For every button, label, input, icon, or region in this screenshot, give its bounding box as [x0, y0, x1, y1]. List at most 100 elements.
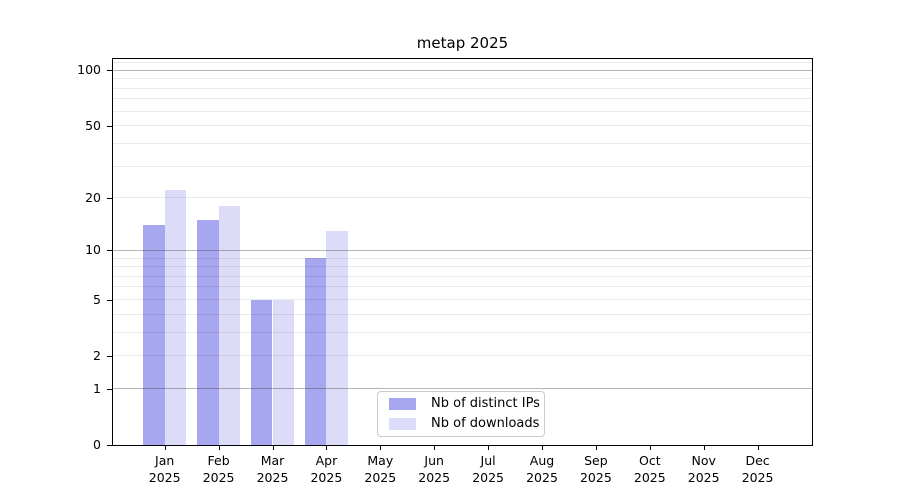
- x-axis-tick-mark: [649, 446, 651, 450]
- y-axis-tick-mark: [107, 197, 113, 199]
- x-axis-tick-mark: [434, 446, 436, 450]
- x-axis-month-label: Apr 2025: [294, 453, 358, 486]
- month-year: 2025: [364, 469, 397, 485]
- x-axis-month-label: Nov 2025: [672, 453, 736, 486]
- x-axis-month-label: Sep 2025: [564, 453, 628, 486]
- x-axis-tick-mark: [326, 446, 328, 450]
- month-name: Mar: [260, 453, 285, 468]
- y-axis-tick-label: 50: [85, 117, 101, 133]
- legend-label-downloads: Nb of downloads: [431, 416, 540, 431]
- bar-distinct-ips-mar: [250, 299, 273, 445]
- gridline-major: [113, 69, 812, 71]
- x-axis-tick-mark: [272, 446, 274, 450]
- legend: Nb of distinct IPs Nb of downloads: [377, 391, 545, 437]
- x-axis-tick-mark: [542, 446, 543, 450]
- x-axis-month-label: Aug 2025: [510, 453, 574, 486]
- gridline-minor: [113, 197, 812, 199]
- month-name: May: [367, 453, 394, 468]
- gridline-minor: [113, 125, 812, 127]
- x-axis-tick-mark: [703, 446, 705, 450]
- month-year: 2025: [472, 469, 504, 485]
- month-year: 2025: [418, 469, 451, 485]
- gridline-minor: [113, 98, 812, 100]
- month-name: Apr: [315, 453, 338, 468]
- gridline-major: [113, 249, 812, 251]
- gridline-minor: [113, 110, 812, 112]
- chart-title: metap 2025: [416, 34, 509, 52]
- x-axis-tick-mark: [757, 446, 759, 450]
- y-axis-tick-label: 5: [93, 291, 101, 307]
- month-year: 2025: [310, 469, 343, 485]
- gridline-major: [113, 388, 812, 390]
- x-axis-tick-mark: [380, 446, 382, 450]
- month-name: Oct: [638, 453, 661, 468]
- bar-distinct-ips-jan: [143, 225, 165, 445]
- y-axis-tick-label: 10: [85, 242, 101, 258]
- legend-swatch-distinct-ips: [389, 398, 416, 410]
- month-year: 2025: [687, 469, 720, 485]
- month-name: Feb: [207, 453, 230, 468]
- y-axis-tick-mark: [107, 125, 113, 127]
- gridline-minor: [113, 78, 812, 80]
- month-year: 2025: [741, 469, 774, 485]
- gridline-minor: [113, 87, 812, 89]
- bar-downloads-mar: [272, 299, 295, 445]
- y-axis-tick-mark: [107, 355, 113, 357]
- y-axis-tick-label: 100: [77, 62, 101, 78]
- month-name: Jun: [424, 453, 444, 468]
- legend-swatch-downloads: [389, 418, 416, 430]
- month-year: 2025: [633, 469, 666, 485]
- month-name: Nov: [691, 453, 716, 468]
- gridline-minor: [113, 299, 812, 300]
- gridline-minor: [113, 62, 812, 64]
- x-axis-month-label: Jun 2025: [402, 453, 466, 486]
- bar-downloads-jan: [164, 190, 187, 445]
- legend-item-distinct-ips: Nb of distinct IPs: [378, 394, 544, 414]
- x-axis-month-label: Feb 2025: [187, 453, 251, 486]
- legend-label-distinct-ips: Nb of distinct IPs: [431, 396, 540, 411]
- y-axis-tick-mark: [107, 388, 113, 390]
- x-axis-tick-mark: [595, 446, 597, 450]
- month-name: Jan: [155, 453, 175, 468]
- gridline-minor: [113, 355, 812, 357]
- month-year: 2025: [256, 469, 289, 485]
- x-axis-tick-mark: [488, 446, 490, 450]
- month-year: 2025: [526, 469, 558, 485]
- month-year: 2025: [148, 469, 181, 485]
- bar-distinct-ips-feb: [197, 219, 219, 445]
- month-name: Aug: [529, 453, 555, 468]
- gridline-minor: [113, 266, 812, 268]
- gridline-minor: [113, 142, 812, 144]
- bar-downloads-feb: [218, 205, 241, 445]
- y-axis-tick-mark: [107, 445, 113, 446]
- legend-item-downloads: Nb of downloads: [378, 414, 544, 434]
- month-name: Sep: [584, 453, 608, 468]
- bar-distinct-ips-apr: [304, 258, 327, 445]
- y-axis-tick-label: 1: [93, 380, 101, 396]
- x-axis-month-label: Jan 2025: [133, 453, 197, 486]
- y-axis-tick-mark: [107, 250, 113, 252]
- x-axis-month-label: May 2025: [348, 453, 412, 486]
- x-axis-month-label: Jul 2025: [456, 453, 520, 486]
- y-axis-tick-mark: [107, 299, 113, 301]
- month-year: 2025: [579, 469, 612, 485]
- x-axis-tick-mark: [164, 446, 166, 450]
- bar-downloads-apr: [326, 230, 348, 445]
- gridline-minor: [113, 313, 812, 315]
- x-axis-month-label: Dec 2025: [726, 453, 790, 486]
- gridline-minor: [113, 257, 812, 259]
- x-axis-month-label: Oct 2025: [618, 453, 682, 486]
- gridline-minor: [113, 275, 812, 277]
- x-axis-tick-mark: [218, 446, 220, 450]
- y-axis-tick-label: 2: [93, 347, 101, 363]
- month-name: Dec: [745, 453, 770, 468]
- month-year: 2025: [202, 469, 235, 485]
- month-name: Jul: [480, 453, 496, 468]
- gridline-minor: [113, 165, 812, 167]
- gridline-minor: [113, 286, 812, 288]
- y-axis-tick-mark: [107, 70, 113, 72]
- y-axis-tick-label: 20: [85, 189, 101, 205]
- x-axis-month-label: Mar 2025: [241, 453, 305, 486]
- gridline-minor: [113, 331, 812, 333]
